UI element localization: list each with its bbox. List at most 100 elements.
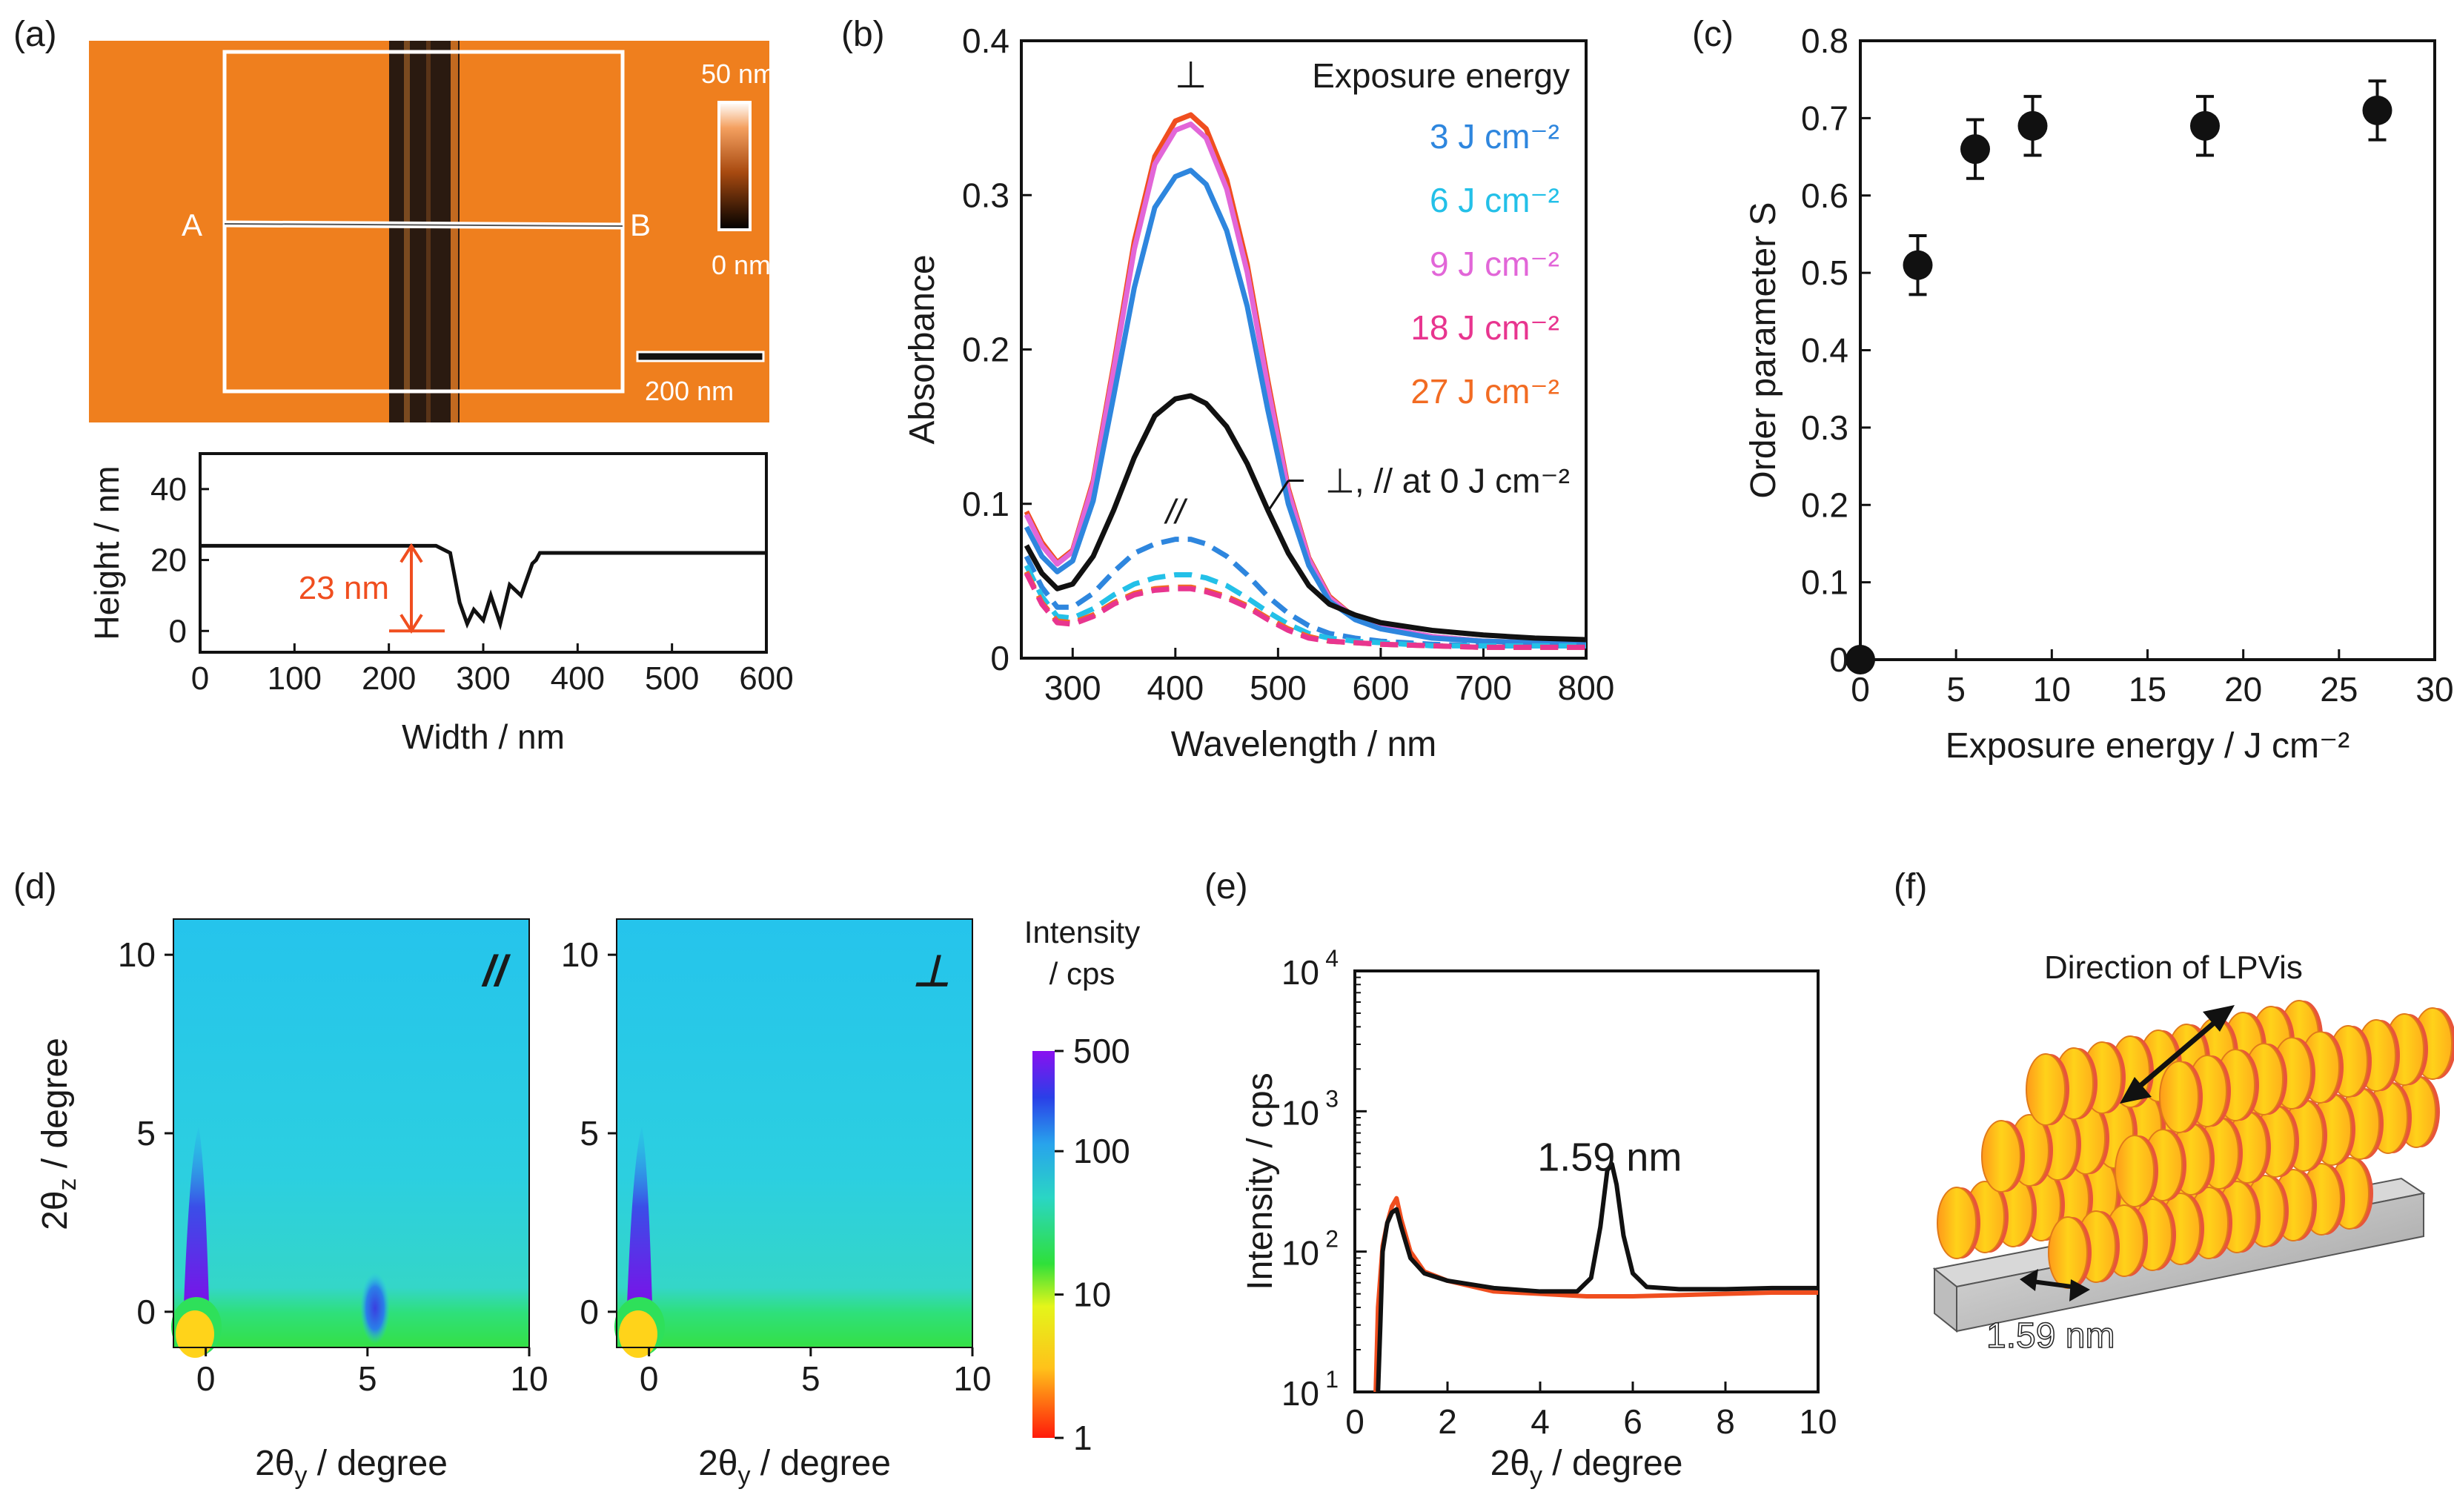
absorbance-line-7 bbox=[1024, 571, 1586, 650]
x-axis-title: 2θy / degree bbox=[255, 1444, 448, 1490]
disc-face bbox=[1981, 1120, 2021, 1193]
afm-point-a: A bbox=[182, 208, 202, 242]
y-axis-title: 2θz / degree bbox=[36, 1038, 82, 1230]
y-tick-label: 0.3 bbox=[962, 176, 1009, 214]
x-tick-label: 15 bbox=[2129, 670, 2166, 709]
x-tick-label: 0 bbox=[1345, 1402, 1364, 1441]
x-tick-label: 800 bbox=[1558, 669, 1615, 707]
x-tick-label: 5 bbox=[358, 1359, 377, 1398]
data-point bbox=[2190, 110, 2220, 141]
x-axis-title: 2θy / degree bbox=[1490, 1444, 1683, 1490]
colorbar-tick-label: 1 bbox=[1073, 1419, 1092, 1457]
colorbar-title: Intensity bbox=[1024, 915, 1140, 949]
direction-arrow-head-top bbox=[2203, 1005, 2235, 1032]
y-tick-label: 10 bbox=[118, 935, 156, 974]
data-point bbox=[1846, 645, 1875, 674]
y-tick-label: 0.1 bbox=[962, 485, 1009, 523]
x-tick-label: 25 bbox=[2320, 670, 2358, 709]
colorbar-tick-label: 100 bbox=[1073, 1132, 1130, 1170]
y-tick-label: 0.2 bbox=[962, 331, 1009, 369]
intensity-line-1 bbox=[1376, 1161, 1818, 1393]
x-tick-label: 0 bbox=[640, 1359, 659, 1398]
data-point bbox=[1960, 134, 1990, 165]
step-height-arrowhead-top bbox=[399, 543, 423, 563]
colorbar-tick-label: 500 bbox=[1073, 1032, 1130, 1070]
plot-frame bbox=[1353, 969, 1820, 1393]
x-tick-label: 500 bbox=[1250, 669, 1307, 707]
disc-face bbox=[1937, 1187, 1977, 1259]
x-tick-label: 10 bbox=[953, 1359, 991, 1398]
afm-profile-line-core bbox=[224, 223, 623, 227]
x-axis-title: 2θy / degree bbox=[698, 1444, 891, 1490]
y-tick-label: 0.1 bbox=[1801, 563, 1848, 602]
y-tick-label: 5 bbox=[580, 1114, 599, 1153]
spacing-label: 1.59 nm bbox=[1986, 1316, 2115, 1356]
afm-image: A B 50 nm 0 nm 200 nm bbox=[89, 41, 775, 422]
x-tick-label: 500 bbox=[645, 660, 699, 697]
colorbar-gradient bbox=[1032, 1051, 1055, 1438]
peak-label: 1.59 nm bbox=[1537, 1135, 1682, 1179]
order-parameter-chart: 0 5 10 15 20 25 30 0 0.1 0.2 0.3 0.4 0.5 0.6 0.7 0.8 Exp… bbox=[1744, 21, 2454, 766]
giwaxs-axes: 0 5 10 0 5 10 2θy / degree // 0 5 10 0 5 10 2θy / degr… bbox=[36, 918, 992, 1490]
afm-groove-edge-right bbox=[451, 41, 458, 422]
intensity-colorbar: Intensity / cps 500 100 10 1 bbox=[1024, 915, 1140, 1457]
y-tick-label: 0 bbox=[1829, 640, 1848, 679]
direction-label: Direction of LPVis bbox=[2044, 949, 2303, 986]
y-tick-label: 0.4 bbox=[1801, 331, 1848, 370]
colorbar-tick-label: 10 bbox=[1073, 1276, 1111, 1314]
data-point bbox=[2017, 110, 2048, 141]
y-tick-exponent: 2 bbox=[1325, 1226, 1339, 1253]
x-tick-label: 300 bbox=[456, 660, 510, 697]
y-axis-title: Height / nm bbox=[87, 465, 126, 640]
x-tick-label: 600 bbox=[739, 660, 793, 697]
y-tick-label: 0.8 bbox=[1801, 21, 1848, 60]
afm-colorbar bbox=[717, 101, 752, 231]
y-tick-label: 0.2 bbox=[1801, 485, 1848, 524]
legend-entry: 27 J cm⁻² bbox=[1410, 372, 1559, 411]
perpendicular-label: ⊥ bbox=[1175, 54, 1207, 96]
direction-arrow bbox=[2125, 1009, 2229, 1099]
y-tick-base: 10 bbox=[1281, 1234, 1319, 1273]
y-tick-label: 0.6 bbox=[1801, 176, 1848, 215]
x-tick-label: 4 bbox=[1531, 1402, 1550, 1441]
y-axis-title: Order parameter S bbox=[1744, 202, 1783, 498]
plot-frame bbox=[1859, 39, 2436, 661]
x-tick-label: 300 bbox=[1044, 669, 1101, 707]
x-axis-title: Exposure energy / J cm⁻² bbox=[1946, 726, 2350, 766]
afm-groove bbox=[389, 41, 460, 422]
x-tick-label: 10 bbox=[2033, 670, 2071, 709]
x-tick-label: 8 bbox=[1716, 1402, 1735, 1441]
y-tick-exponent: 1 bbox=[1325, 1366, 1339, 1393]
absorbance-line-2 bbox=[1024, 168, 1586, 646]
y-axis-title: Absorbance bbox=[903, 254, 942, 444]
legend-title: Exposure energy bbox=[1312, 56, 1570, 95]
x-tick-label: 600 bbox=[1353, 669, 1410, 707]
parallel-label: // bbox=[1164, 492, 1188, 531]
y-tick-exponent: 4 bbox=[1325, 945, 1339, 972]
map-perpendicular-peak-core bbox=[619, 1310, 657, 1358]
y-tick-label: 0.4 bbox=[962, 21, 1009, 60]
panel-f-letter: (f) bbox=[1894, 867, 1927, 906]
legend-entry: 3 J cm⁻² bbox=[1430, 117, 1559, 156]
absorbance-line-5 bbox=[1024, 564, 1586, 649]
y-tick-label: 0 bbox=[990, 639, 1009, 677]
map-parallel-peak-core bbox=[176, 1310, 214, 1358]
disc-face bbox=[2159, 1061, 2199, 1133]
x-tick-label: 100 bbox=[268, 660, 322, 697]
giwaxs-map-perpendicular bbox=[614, 919, 972, 1358]
x-tick-label: 400 bbox=[551, 660, 605, 697]
y-axis-title: Intensity / cps bbox=[1241, 1072, 1280, 1290]
panel-b-letter: (b) bbox=[841, 15, 885, 54]
x-tick-label: 2 bbox=[1438, 1402, 1457, 1441]
y-tick-label: 0.5 bbox=[1801, 253, 1848, 292]
x-tick-label: 20 bbox=[2224, 670, 2262, 709]
x-tick-label: 10 bbox=[510, 1359, 548, 1398]
data-point bbox=[2362, 95, 2392, 125]
step-height-label: 23 nm bbox=[299, 570, 389, 606]
afm-scan-box bbox=[222, 50, 625, 394]
map-label: ⊥ bbox=[912, 947, 950, 995]
colorbar-unit: / cps bbox=[1049, 956, 1115, 991]
y-tick-label: 5 bbox=[136, 1114, 156, 1153]
x-tick-label: 0 bbox=[191, 660, 209, 697]
